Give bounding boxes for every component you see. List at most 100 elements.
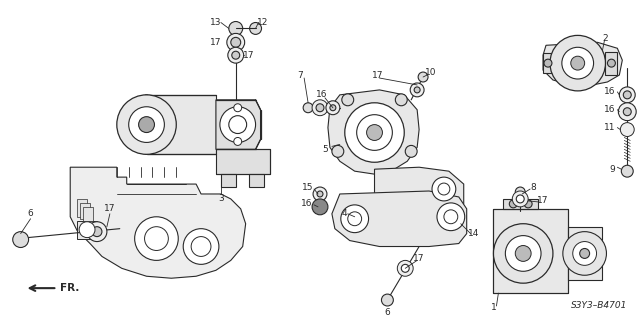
Polygon shape xyxy=(216,105,241,149)
Circle shape xyxy=(623,91,631,99)
Polygon shape xyxy=(77,221,97,239)
Circle shape xyxy=(356,115,392,150)
Circle shape xyxy=(401,264,409,272)
Circle shape xyxy=(563,232,607,275)
Circle shape xyxy=(191,237,211,256)
Polygon shape xyxy=(147,95,216,154)
Circle shape xyxy=(139,117,154,132)
Polygon shape xyxy=(332,191,467,247)
Polygon shape xyxy=(216,149,271,174)
Text: 9: 9 xyxy=(610,165,616,174)
Circle shape xyxy=(524,200,532,208)
Text: 17: 17 xyxy=(372,70,383,79)
Circle shape xyxy=(493,224,553,283)
Circle shape xyxy=(229,21,243,35)
Circle shape xyxy=(438,183,450,195)
Circle shape xyxy=(414,87,420,93)
Text: 6: 6 xyxy=(28,209,33,218)
Circle shape xyxy=(515,246,531,261)
Circle shape xyxy=(145,227,168,250)
Polygon shape xyxy=(328,90,419,174)
Text: 11: 11 xyxy=(604,123,616,132)
Circle shape xyxy=(571,56,585,70)
Text: 17: 17 xyxy=(243,51,254,60)
Circle shape xyxy=(92,227,102,237)
Circle shape xyxy=(79,222,95,238)
Polygon shape xyxy=(248,174,264,187)
Polygon shape xyxy=(605,52,618,75)
Circle shape xyxy=(562,47,593,79)
Text: 16: 16 xyxy=(604,87,616,96)
Circle shape xyxy=(234,104,242,112)
Text: 17: 17 xyxy=(210,38,221,47)
Polygon shape xyxy=(70,167,246,278)
Text: 8: 8 xyxy=(530,182,536,191)
Circle shape xyxy=(13,232,29,248)
Text: 15: 15 xyxy=(302,182,314,191)
Text: 10: 10 xyxy=(425,68,436,77)
Text: 16: 16 xyxy=(604,105,616,114)
Polygon shape xyxy=(107,224,120,239)
Circle shape xyxy=(410,83,424,97)
Circle shape xyxy=(227,33,244,51)
Polygon shape xyxy=(543,42,622,85)
Circle shape xyxy=(312,199,328,215)
Circle shape xyxy=(544,59,552,67)
Circle shape xyxy=(345,103,404,162)
Circle shape xyxy=(620,122,634,137)
Circle shape xyxy=(326,101,340,115)
Circle shape xyxy=(317,191,323,197)
Text: 2: 2 xyxy=(603,34,608,43)
Circle shape xyxy=(512,191,528,207)
Circle shape xyxy=(573,241,596,265)
Text: 7: 7 xyxy=(298,70,303,79)
Circle shape xyxy=(516,195,524,203)
Circle shape xyxy=(506,236,541,271)
Circle shape xyxy=(607,59,616,67)
Text: 17: 17 xyxy=(537,197,548,205)
Circle shape xyxy=(183,229,219,264)
Circle shape xyxy=(437,203,465,231)
Polygon shape xyxy=(83,207,93,221)
Text: 12: 12 xyxy=(257,18,268,27)
Circle shape xyxy=(418,72,428,82)
Polygon shape xyxy=(77,199,87,217)
Circle shape xyxy=(134,217,179,260)
Ellipse shape xyxy=(138,95,156,154)
Polygon shape xyxy=(80,203,90,219)
Circle shape xyxy=(117,95,176,154)
Circle shape xyxy=(129,107,164,143)
Circle shape xyxy=(234,137,242,145)
Polygon shape xyxy=(216,100,260,149)
Circle shape xyxy=(623,108,631,116)
Circle shape xyxy=(332,145,344,157)
Polygon shape xyxy=(504,199,538,209)
Polygon shape xyxy=(221,174,236,187)
Text: S3Y3–B4701: S3Y3–B4701 xyxy=(571,301,627,310)
Circle shape xyxy=(381,294,394,306)
Circle shape xyxy=(580,249,589,258)
Text: 6: 6 xyxy=(385,308,390,317)
Circle shape xyxy=(348,212,362,226)
Text: 5: 5 xyxy=(322,145,328,154)
Polygon shape xyxy=(493,209,568,293)
Circle shape xyxy=(229,116,246,134)
Circle shape xyxy=(405,145,417,157)
Circle shape xyxy=(232,51,240,59)
Circle shape xyxy=(509,200,517,208)
Text: 3: 3 xyxy=(218,195,224,204)
Text: 14: 14 xyxy=(468,229,479,238)
Circle shape xyxy=(618,103,636,121)
Circle shape xyxy=(397,260,413,276)
Circle shape xyxy=(312,100,328,116)
Circle shape xyxy=(341,205,369,233)
Circle shape xyxy=(621,165,633,177)
Circle shape xyxy=(220,107,255,143)
Text: 16: 16 xyxy=(301,199,313,208)
Circle shape xyxy=(87,222,107,241)
Polygon shape xyxy=(543,53,553,73)
Text: 1: 1 xyxy=(491,303,497,313)
Circle shape xyxy=(367,125,383,140)
Circle shape xyxy=(444,210,458,224)
Text: 13: 13 xyxy=(210,18,221,27)
